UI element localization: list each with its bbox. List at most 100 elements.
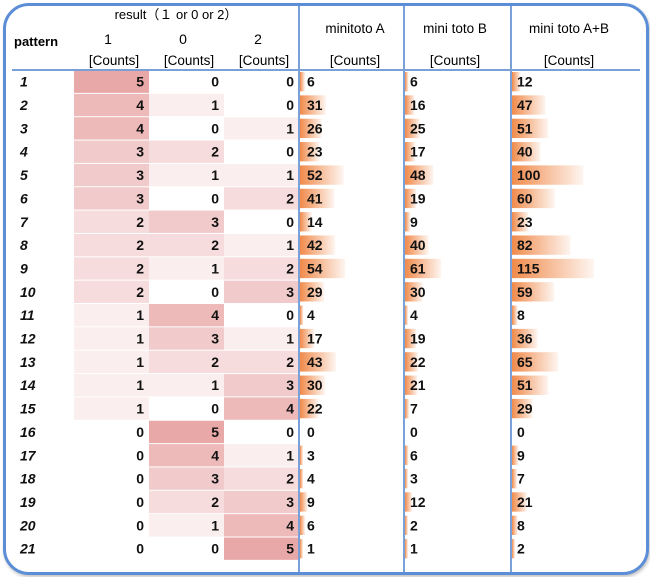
bar-label-b: 6 bbox=[410, 447, 418, 463]
pattern-label: 2 bbox=[19, 97, 28, 113]
bar-label-ab: 2 bbox=[517, 541, 525, 557]
heat-cell-r2 bbox=[224, 327, 299, 350]
result-value-r2: 1 bbox=[286, 167, 294, 183]
bar-ab bbox=[512, 235, 571, 255]
bar-ab bbox=[512, 258, 594, 279]
bar-ab bbox=[512, 165, 584, 185]
heat-cell-r2 bbox=[224, 163, 299, 187]
pattern-label: 12 bbox=[20, 331, 36, 347]
bar-a bbox=[300, 282, 325, 302]
result-value-r1: 1 bbox=[136, 401, 144, 417]
bar-a bbox=[300, 328, 315, 349]
result-value-r1: 3 bbox=[136, 190, 144, 206]
pattern-label: 8 bbox=[20, 237, 28, 253]
heat-cell-r2 bbox=[224, 117, 299, 140]
heat-cell-r1 bbox=[74, 163, 149, 187]
pattern-label: 3 bbox=[20, 120, 28, 136]
bar-label-ab: 47 bbox=[517, 97, 533, 113]
bar-label-ab: 0 bbox=[517, 424, 525, 440]
bar-label-ab: 82 bbox=[517, 237, 533, 253]
bar-a bbox=[300, 95, 326, 115]
result-value-r0: 1 bbox=[211, 97, 219, 113]
heat-cell-r2 bbox=[224, 257, 299, 280]
result-value-r2: 0 bbox=[286, 144, 294, 160]
bar-label-b: 21 bbox=[410, 377, 426, 393]
bar-label-a: 54 bbox=[307, 260, 323, 276]
result-value-r1: 0 bbox=[136, 447, 144, 463]
result-value-r0: 0 bbox=[211, 74, 219, 90]
bar-a bbox=[300, 188, 335, 209]
pattern-label: 5 bbox=[20, 167, 28, 183]
bar-label-a: 6 bbox=[307, 74, 315, 90]
result-value-r0: 0 bbox=[211, 284, 219, 300]
bar-label-a: 1 bbox=[307, 541, 315, 557]
result-value-r0: 2 bbox=[211, 494, 219, 510]
heat-cell-r1 bbox=[74, 233, 149, 257]
bar-label-a: 43 bbox=[307, 354, 323, 370]
heat-cell-r2 bbox=[224, 187, 299, 210]
bar-b bbox=[405, 352, 419, 372]
bar-label-a: 0 bbox=[307, 424, 315, 440]
heat-cell-r0 bbox=[149, 257, 224, 280]
bar-b bbox=[405, 468, 408, 489]
result-value-r2: 1 bbox=[286, 447, 294, 463]
result-value-r0: 0 bbox=[211, 541, 219, 557]
table-frame: pattern result（１ or 0 or 2） 1 0 2 [Count… bbox=[3, 3, 649, 575]
header-counts-b: [Counts] bbox=[430, 53, 480, 68]
header-result-group: result（１ or 0 or 2） bbox=[115, 7, 238, 22]
bar-label-b: 17 bbox=[410, 144, 426, 160]
pattern-label: 4 bbox=[19, 144, 28, 160]
result-value-r1: 5 bbox=[136, 74, 144, 90]
bar-label-ab: 8 bbox=[517, 517, 525, 533]
pattern-label: 14 bbox=[20, 377, 36, 393]
heat-cell-r0 bbox=[149, 210, 224, 233]
result-value-r0: 1 bbox=[211, 167, 219, 183]
bar-label-ab: 12 bbox=[517, 74, 533, 90]
pattern-label: 9 bbox=[20, 260, 28, 276]
header-counts-ab: [Counts] bbox=[544, 53, 594, 68]
result-value-r2: 3 bbox=[286, 284, 294, 300]
bar-label-b: 3 bbox=[410, 471, 418, 487]
bar-b bbox=[405, 492, 413, 512]
bar-b bbox=[405, 398, 410, 419]
header-counts-a: [Counts] bbox=[330, 53, 380, 68]
bar-label-a: 6 bbox=[307, 517, 315, 533]
result-value-r2: 2 bbox=[286, 190, 294, 206]
bar-a bbox=[300, 468, 304, 489]
heat-cell-r0 bbox=[149, 327, 224, 350]
result-value-r0: 1 bbox=[211, 377, 219, 393]
header-result-0: 0 bbox=[179, 31, 187, 47]
result-value-r1: 4 bbox=[136, 97, 144, 113]
bar-label-a: 3 bbox=[307, 447, 315, 463]
heat-cell-r2 bbox=[224, 397, 299, 420]
heat-cell-r0 bbox=[149, 374, 224, 397]
heat-cell-r1 bbox=[74, 187, 149, 210]
bar-ab bbox=[512, 188, 555, 209]
header-counts-r2: [Counts] bbox=[239, 53, 289, 68]
heat-cell-r0 bbox=[149, 233, 224, 257]
result-value-r0: 0 bbox=[211, 190, 219, 206]
bar-label-b: 2 bbox=[410, 517, 418, 533]
result-value-r0: 3 bbox=[211, 214, 219, 230]
bar-ab bbox=[512, 398, 533, 419]
results-table-chart: pattern result（１ or 0 or 2） 1 0 2 [Count… bbox=[12, 6, 640, 572]
result-value-r2: 0 bbox=[286, 74, 294, 90]
bar-a bbox=[300, 398, 319, 419]
bar-label-b: 40 bbox=[410, 237, 426, 253]
bar-a bbox=[300, 305, 304, 325]
bar-b bbox=[405, 328, 417, 349]
pattern-label: 16 bbox=[20, 424, 36, 440]
bar-b bbox=[405, 258, 442, 279]
heat-cell-r1 bbox=[74, 327, 149, 350]
bar-ab bbox=[512, 305, 518, 325]
bar-label-a: 41 bbox=[307, 190, 323, 206]
bar-label-a: 26 bbox=[307, 120, 323, 136]
bar-ab bbox=[512, 539, 515, 559]
result-value-r2: 4 bbox=[286, 517, 294, 533]
heat-cell-r2 bbox=[224, 444, 299, 467]
bar-b bbox=[405, 282, 423, 302]
bar-label-b: 12 bbox=[410, 494, 426, 510]
result-value-r1: 1 bbox=[136, 354, 144, 370]
heat-cell-r1 bbox=[74, 210, 149, 233]
bar-b bbox=[405, 305, 408, 325]
